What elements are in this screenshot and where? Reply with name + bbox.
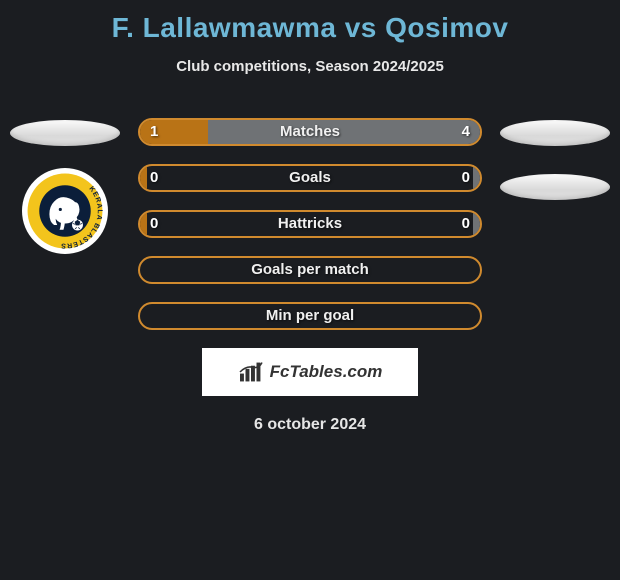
stat-row: Min per goal (138, 302, 482, 330)
stat-value-right: 4 (462, 118, 470, 146)
stat-label: Goals (138, 164, 482, 192)
stat-row: Matches1 4 (138, 118, 482, 146)
stat-value-right: 0 (462, 164, 470, 192)
club-placeholder-ellipse (500, 174, 610, 200)
stat-value-right: 0 (462, 210, 470, 238)
stat-label: Hattricks (138, 210, 482, 238)
stat-row: Hattricks0 0 (138, 210, 482, 238)
stat-value-left: 1 (150, 118, 158, 146)
stat-label: Matches (138, 118, 482, 146)
stat-bars: Matches14Goals00Hattricks00Goals per mat… (138, 118, 482, 434)
player-placeholder-ellipse (10, 120, 120, 146)
stat-value-left: 0 (150, 210, 158, 238)
stat-label: Goals per match (138, 256, 482, 284)
infographic-date: 6 october 2024 (138, 416, 482, 434)
left-player-column: KERALA BLASTERS (5, 120, 125, 254)
page-subtitle: Club competitions, Season 2024/2025 (0, 58, 620, 75)
watermark-text: FcTables.com (270, 362, 383, 382)
bar-chart-icon (238, 361, 264, 383)
stat-row: Goals per match (138, 256, 482, 284)
right-player-column (495, 120, 615, 228)
page-title: F. Lallawmawma vs Qosimov (0, 0, 620, 44)
fctables-watermark: FcTables.com (202, 348, 418, 396)
player-placeholder-ellipse (500, 120, 610, 146)
stat-row: Goals0 0 (138, 164, 482, 192)
stat-label: Min per goal (138, 302, 482, 330)
stat-value-left: 0 (150, 164, 158, 192)
kerala-blasters-icon: KERALA BLASTERS (26, 172, 104, 250)
club-badge-kerala-blasters: KERALA BLASTERS (22, 168, 108, 254)
